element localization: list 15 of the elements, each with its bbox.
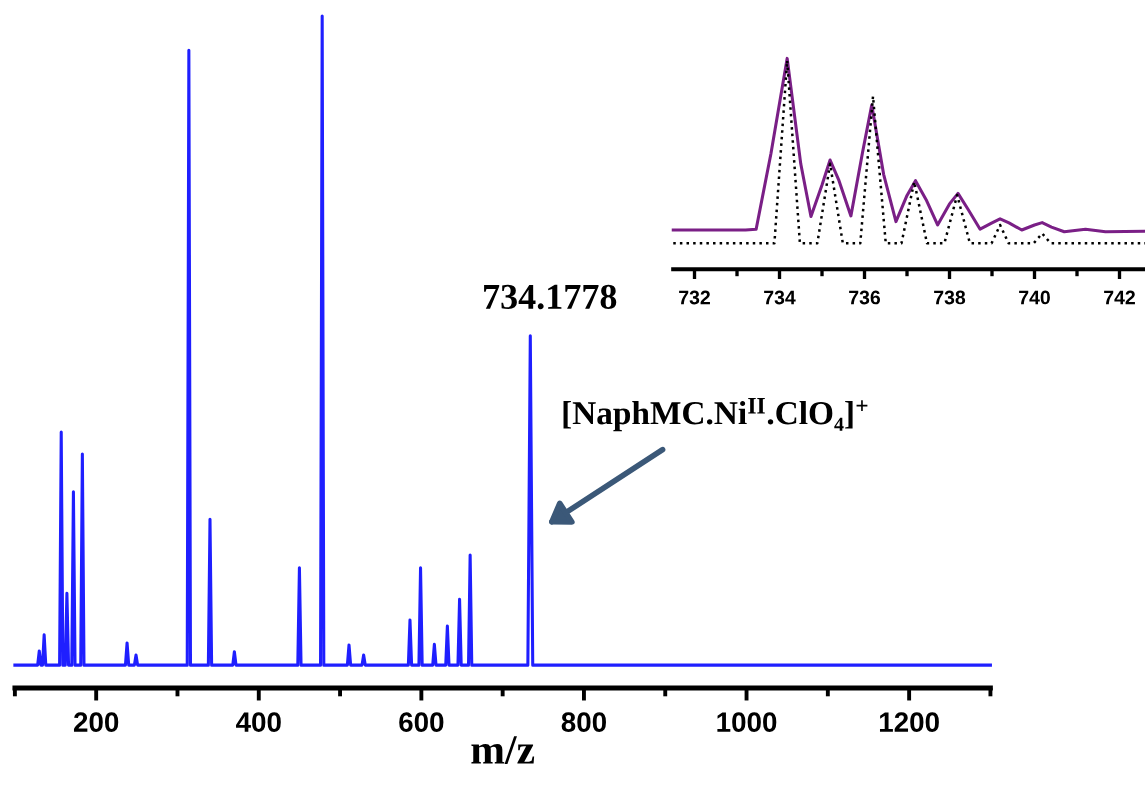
annotation: [NaphMC.Ni$^{II}$.ClO₄]$^{+}$ bbox=[563, 398, 868, 432]
x-tick-label: 400 bbox=[236, 712, 281, 732]
x-tick-label: 1000 bbox=[717, 712, 777, 732]
x-tick-label: 732 bbox=[679, 290, 710, 305]
x-tick-label: 200 bbox=[73, 712, 119, 732]
x-tick-label: 740 bbox=[1019, 290, 1050, 305]
x-tick-label: 738 bbox=[934, 290, 966, 305]
x-tick-label: 1200 bbox=[879, 712, 939, 732]
x-tick-label: 600 bbox=[399, 712, 444, 732]
x-tick-label: 736 bbox=[849, 290, 881, 305]
annotation: 734.1778 bbox=[484, 284, 617, 310]
x-tick-label: 742 bbox=[1104, 290, 1135, 305]
x-tick-label: 800 bbox=[561, 712, 606, 732]
x-tick-label: 734 bbox=[764, 290, 796, 305]
x-axis-title: m/z bbox=[471, 736, 535, 765]
